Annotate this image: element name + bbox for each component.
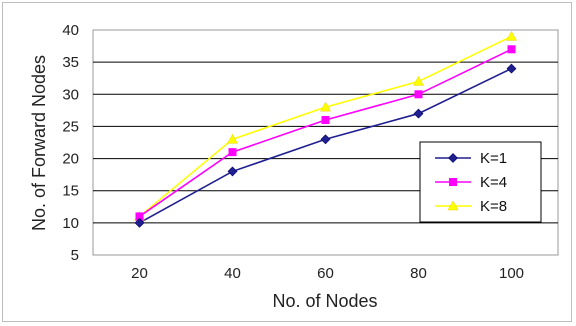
data-point [413,108,424,119]
data-point [227,133,238,144]
x-tick-label: 80 [410,265,427,282]
legend-label: K=4 [480,174,507,191]
y-axis-title: No. of Forward Nodes [29,55,49,231]
y-tick-label: 35 [62,54,79,71]
y-tick-label: 30 [62,86,79,103]
data-point [507,45,516,54]
legend-marker [447,200,459,211]
data-point [506,63,517,74]
x-tick-label: 60 [317,265,334,282]
x-tick-label: 20 [131,265,148,282]
legend-label: K=8 [480,198,507,215]
data-point [321,116,330,124]
y-tick-label: 20 [62,151,79,168]
y-axis-tick-labels: 5 10 15 20 25 30 35 40 [62,22,79,264]
data-point [506,30,517,41]
legend-marker [449,178,457,186]
data-point [414,90,423,99]
x-axis-tick-labels: 20 40 60 80 100 [131,265,524,282]
y-tick-label: 25 [62,118,79,135]
series-markers [134,30,517,228]
data-point [227,166,238,177]
legend: K=1 K=4 K=8 [419,141,542,223]
data-point [320,134,331,145]
x-tick-label: 40 [224,265,241,282]
y-tick-label: 15 [62,183,79,200]
y-tick-label: 10 [62,215,79,232]
y-tick-label: 5 [71,247,79,264]
legend-marker [448,153,458,163]
data-point [228,148,237,157]
data-point [413,75,424,86]
y-tick-label: 40 [62,22,79,39]
data-point [320,101,331,112]
data-point [134,217,145,228]
x-axis-title: No. of Nodes [272,291,377,311]
legend-label: K=1 [480,150,507,167]
data-point [135,212,144,221]
x-tick-label: 100 [499,265,524,282]
